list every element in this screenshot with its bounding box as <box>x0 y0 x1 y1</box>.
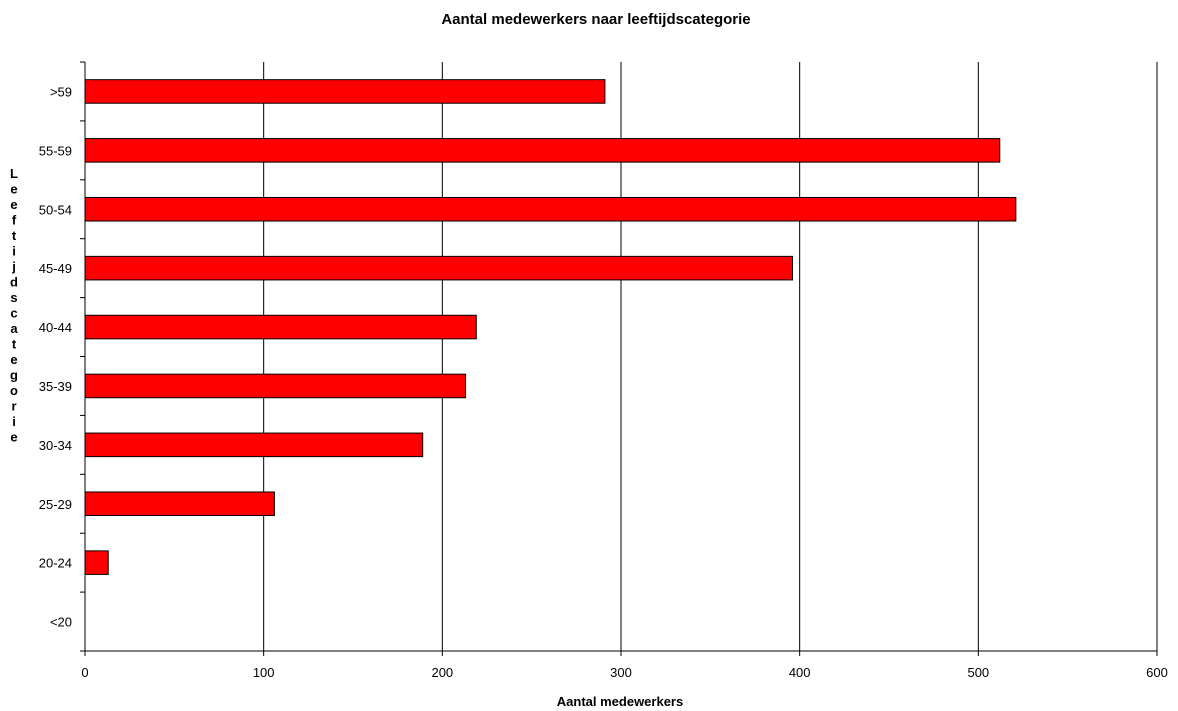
y-tick-labels: >59 55-59 50-54 45-49 40-44 35-39 30-34 25-29 20… <box>39 84 72 629</box>
bar <box>84 79 606 104</box>
chart-title: Aantal medewerkers naar leeftijdscategor… <box>441 11 750 28</box>
bar <box>84 138 1001 163</box>
bars <box>84 79 1017 575</box>
bar <box>84 196 1017 222</box>
y-tick-label: 45-49 <box>39 261 72 276</box>
x-tick-label: 500 <box>967 665 989 680</box>
x-axis-title: Aantal medewerkers <box>557 694 683 709</box>
x-tick-label: 600 <box>1146 665 1168 680</box>
bar <box>84 255 794 281</box>
y-tick-label: 50-54 <box>39 202 72 217</box>
y-tick-label: 30-34 <box>39 438 72 453</box>
y-tick-label: 35-39 <box>39 379 72 394</box>
y-tick-label: 25-29 <box>39 497 72 512</box>
bar <box>84 432 424 458</box>
x-tick-label: 100 <box>253 665 275 680</box>
x-tick-label: 400 <box>789 665 811 680</box>
y-tick-label: 40-44 <box>39 320 72 335</box>
bar <box>84 314 477 340</box>
x-tick-label: 300 <box>610 665 632 680</box>
y-tick-label: >59 <box>50 84 72 99</box>
bar <box>84 373 467 399</box>
x-tick-labels: 0 100 200 300 400 500 600 <box>81 665 1167 680</box>
x-tick-label: 0 <box>81 665 88 680</box>
bar <box>84 550 109 575</box>
y-tick-label: <20 <box>50 615 72 630</box>
bar <box>84 491 275 517</box>
y-tick-label: 55-59 <box>39 143 72 158</box>
y-tick-label: 20-24 <box>39 556 72 571</box>
x-tick-label: 200 <box>431 665 453 680</box>
axes <box>80 61 1158 656</box>
